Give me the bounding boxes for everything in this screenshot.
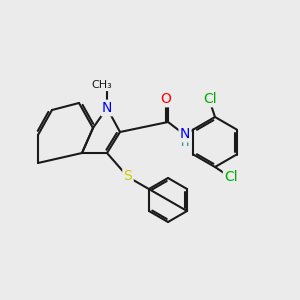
Text: N: N — [102, 101, 112, 115]
Text: S: S — [124, 169, 132, 183]
Text: O: O — [160, 92, 171, 106]
Text: N: N — [180, 127, 190, 141]
Text: Cl: Cl — [224, 170, 238, 184]
Text: CH₃: CH₃ — [92, 80, 112, 90]
Text: Cl: Cl — [203, 92, 217, 106]
Text: H: H — [181, 138, 189, 148]
